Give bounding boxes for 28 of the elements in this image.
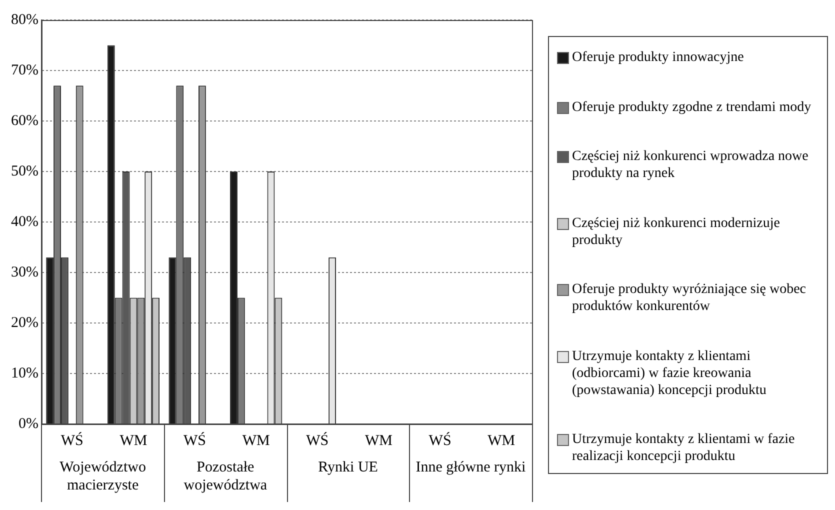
- legend-label: Oferuje produkty wyróżniające się wobec produktów konkurentów: [572, 281, 808, 315]
- legend-label: Oferuje produkty innowacyjne: [572, 49, 744, 66]
- y-tick-label: 30%: [10, 264, 38, 280]
- legend-label: Częściej niż konkurenci modernizuje produkty: [572, 214, 781, 248]
- text: Rynki UE: [318, 459, 378, 476]
- x-tick-label: WŚ: [60, 432, 84, 449]
- x-tick-label: WŚ: [428, 432, 452, 449]
- x-tick-label: WM: [242, 432, 270, 449]
- text: Inne główne rynki: [416, 459, 526, 476]
- y-tick-label: 10%: [10, 365, 38, 382]
- y-tick-label: 70%: [10, 62, 38, 78]
- y-tick-label: 80%: [10, 12, 38, 28]
- text: Pozostałe województwa: [184, 459, 268, 494]
- y-tick-label: 20%: [10, 314, 38, 331]
- legend-label: Częściej niż konkurenci wprowadza nowe produkty na rynek: [572, 148, 810, 182]
- x-tick-label: WM: [488, 432, 516, 449]
- legend-label: Utrzymuje kontakty z klientami w fazie realizacji koncepcji produktu: [572, 431, 796, 465]
- y-tick-label: 50%: [10, 163, 38, 180]
- x-tick-label: WM: [364, 432, 392, 449]
- x-tick-label: WŚ: [184, 432, 206, 449]
- y-tick-label: 0%: [18, 416, 38, 432]
- y-tick-label: 40%: [10, 214, 38, 230]
- x-tick-label: WŚ: [306, 432, 329, 449]
- y-tick-label: 60%: [10, 112, 38, 129]
- legend-label: Oferuje produkty zgodne z trendami mody: [572, 98, 812, 116]
- text: Województwo macierzyste: [60, 459, 146, 494]
- legend-label: Utrzymuje kontakty z klientami (odbiorcami) w fazie kreowania (powstawania) koncepcji produktu: [572, 348, 768, 398]
- x-tick-label: WM: [120, 432, 148, 449]
